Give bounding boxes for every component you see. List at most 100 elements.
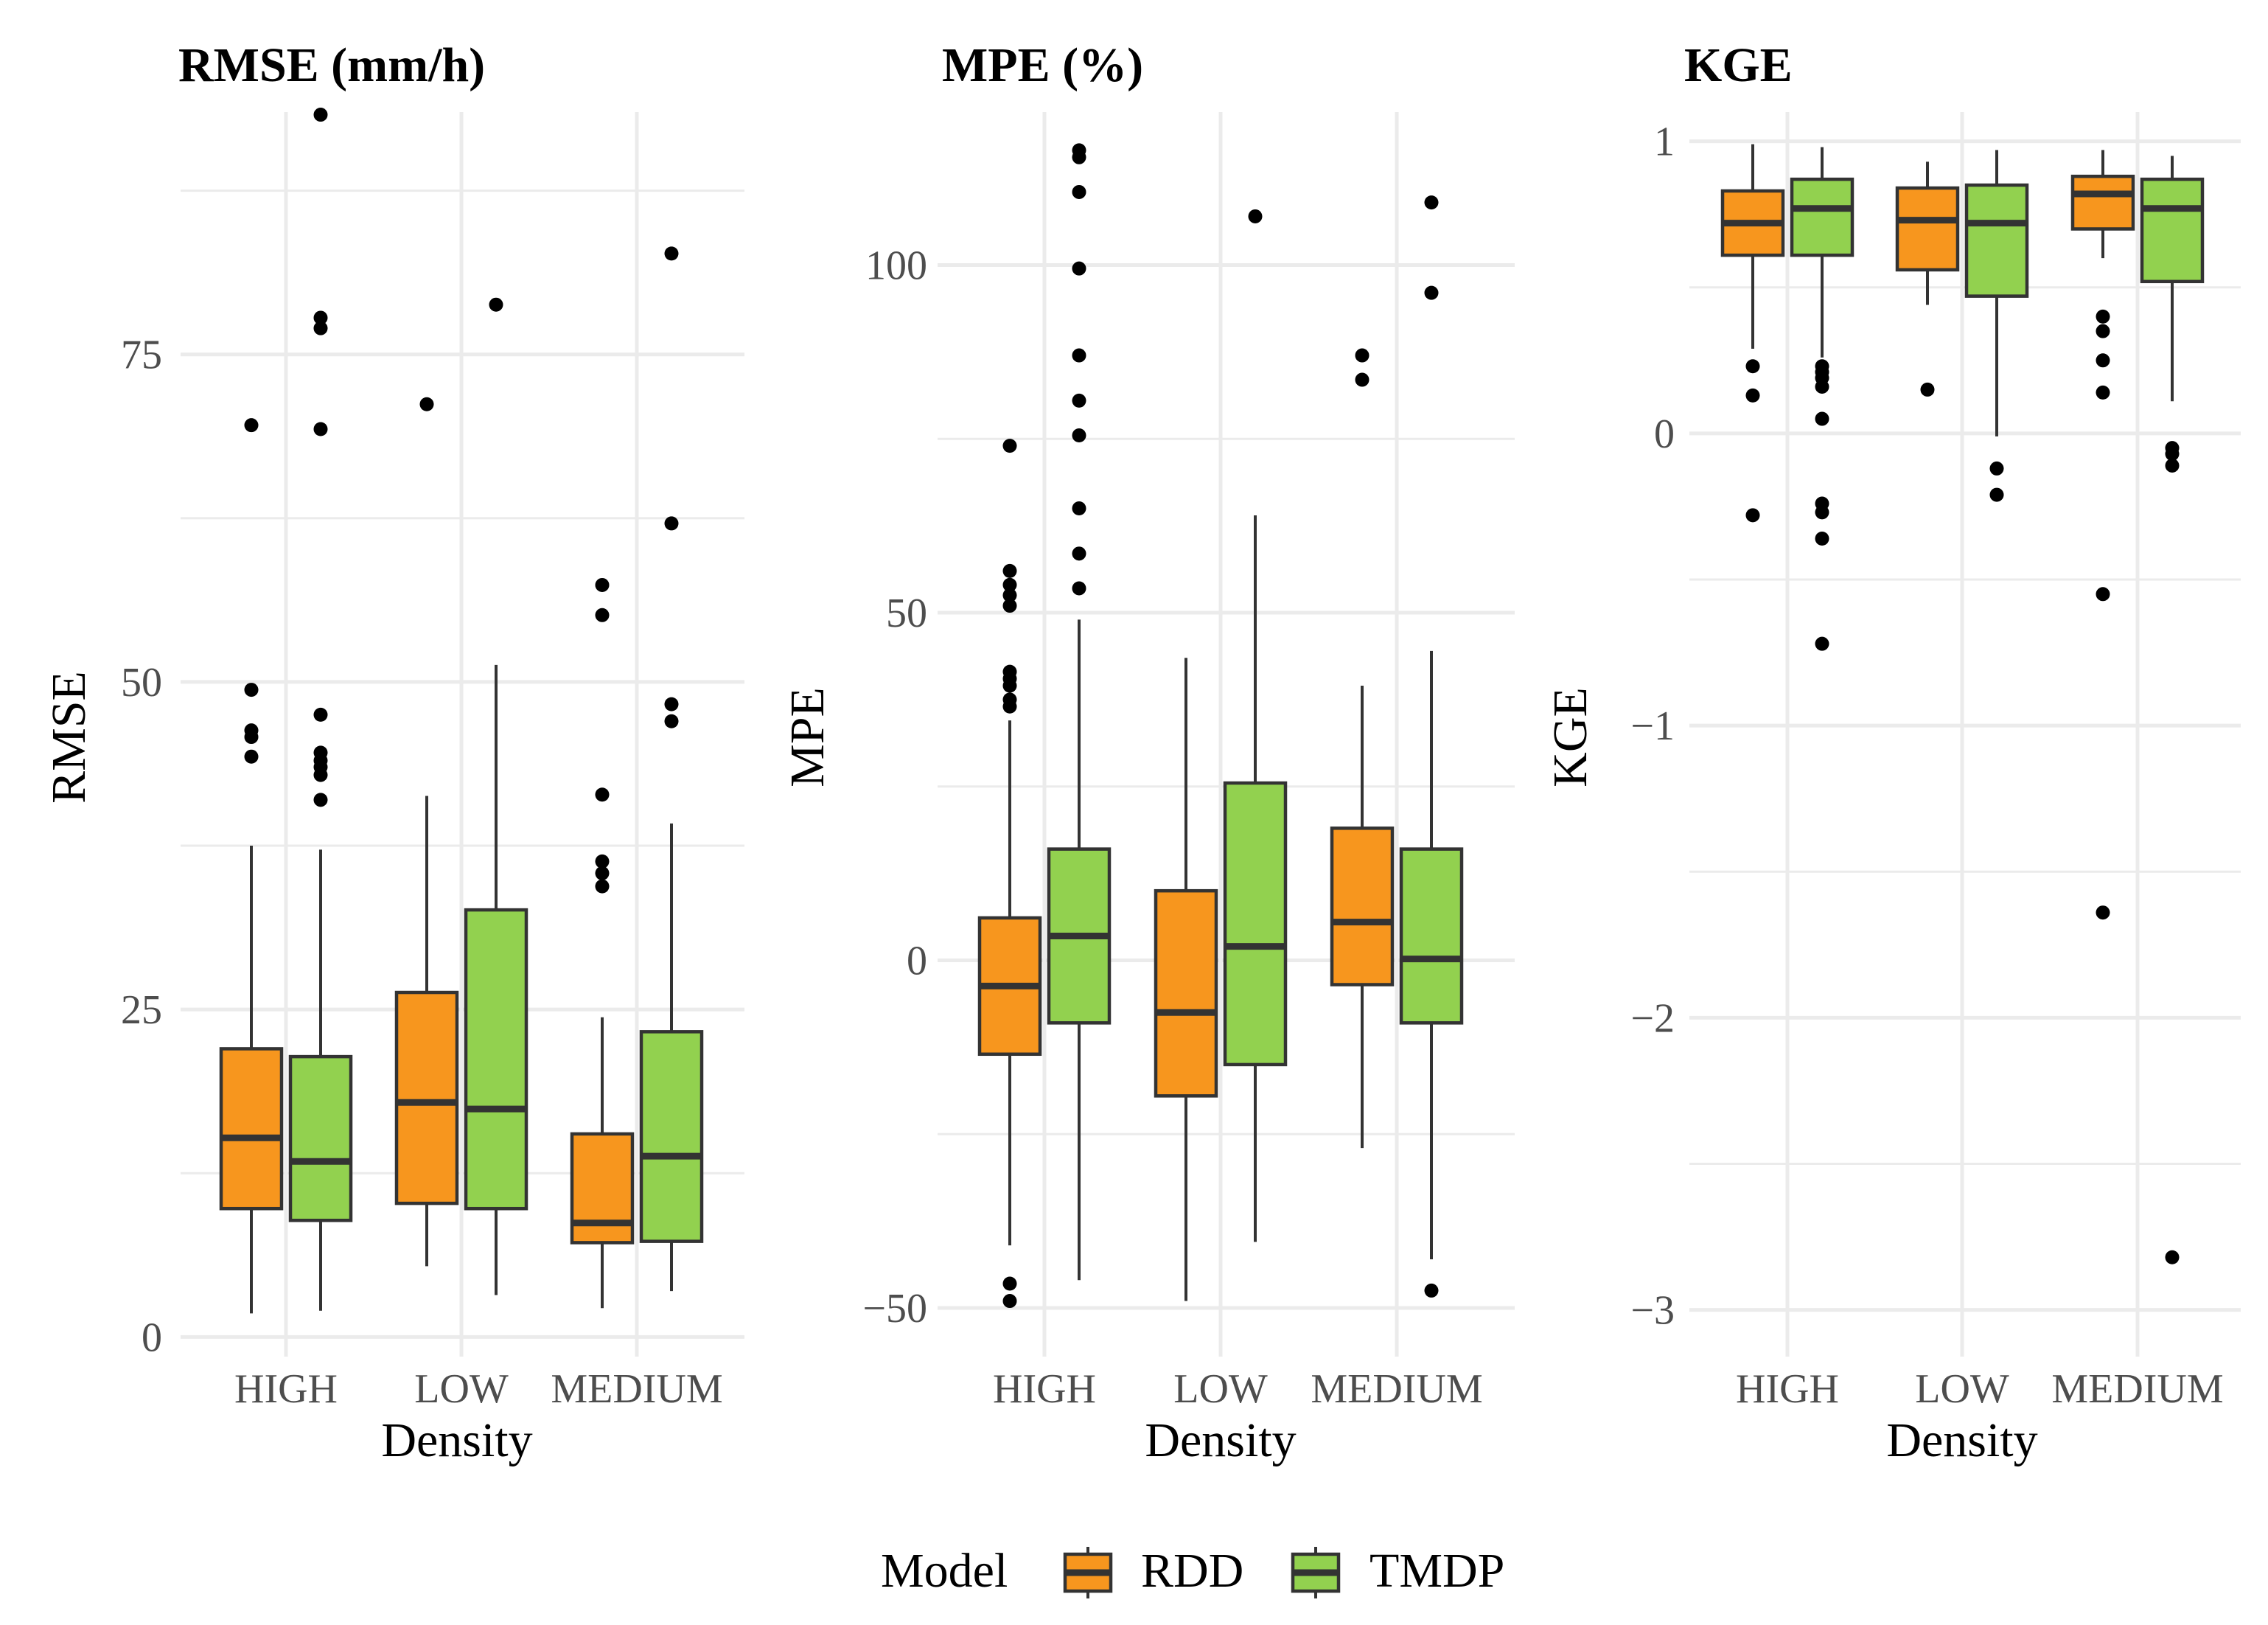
outlier-point	[1745, 388, 1760, 403]
outlier-point	[2165, 1250, 2180, 1264]
outlier-point	[1072, 393, 1086, 408]
outlier-point	[244, 723, 259, 738]
panel-title: KGE	[1684, 38, 1793, 92]
box-body	[1154, 888, 1218, 1098]
panel-title: MPE (%)	[942, 38, 1143, 92]
panel-rmse: RMSE (mm/h) RMSE Density 0 25 50 75 HIGH LOW M…	[42, 38, 744, 1467]
box-rdd-medium	[1330, 348, 1395, 1149]
legend: Model RDD TMDP	[881, 1544, 1504, 1598]
outlier-point	[1248, 209, 1263, 223]
outlier-point	[595, 577, 610, 592]
panel-mpe: MPE (%) MPE Density −50 0 50 100 HIGH LOW MEDI…	[781, 38, 1515, 1467]
box-rdd-high	[1720, 144, 1785, 523]
outlier-point	[1355, 372, 1369, 387]
outlier-point	[1815, 532, 1829, 546]
grid	[938, 112, 1515, 1357]
outlier-point	[664, 516, 679, 531]
outlier-point	[1002, 439, 1017, 453]
outlier-point	[313, 310, 328, 325]
outlier-point	[2096, 385, 2110, 400]
legend-item-rdd: RDD	[1063, 1544, 1243, 1598]
x-tick-label: HIGH	[993, 1366, 1096, 1412]
panel-kge: KGE KGE Density −3 −2 −1 0 1 HIGH LOW MEDIUM	[1543, 38, 2241, 1467]
outlier-point	[1815, 496, 1829, 511]
outlier-point	[1989, 461, 2004, 476]
box-body	[1399, 847, 1464, 1025]
box-tmdp-low	[1223, 209, 1288, 1242]
outlier-point	[2096, 324, 2110, 338]
outlier-point	[419, 397, 434, 411]
outlier-point	[2096, 353, 2110, 368]
legend-item-tmdp: TMDP	[1291, 1544, 1504, 1598]
outlier-point	[595, 787, 610, 802]
box-tmdp-high	[1047, 143, 1112, 1281]
box-body	[288, 1054, 353, 1222]
y-tick-label: 75	[121, 333, 162, 378]
outlier-point	[1002, 692, 1017, 707]
outlier-point	[313, 793, 328, 807]
y-tick-label: 25	[121, 987, 162, 1033]
y-tick-label: 1	[1654, 119, 1675, 165]
box-body	[1895, 186, 1960, 272]
outlier-point	[1920, 382, 1935, 397]
box-body	[464, 908, 528, 1211]
outlier-point	[313, 707, 328, 722]
box-tmdp-medium	[2140, 156, 2205, 1264]
box-body	[639, 1030, 704, 1243]
box-rdd-medium	[2070, 150, 2135, 920]
outlier-point	[1072, 428, 1086, 443]
outlier-point	[595, 866, 610, 880]
outlier-point	[313, 422, 328, 436]
legend-label-tmdp: TMDP	[1369, 1544, 1504, 1598]
y-tick-label: 0	[142, 1315, 162, 1360]
box-rdd-low	[1154, 658, 1218, 1301]
legend-title: Model	[881, 1544, 1008, 1598]
outlier-point	[1072, 184, 1086, 199]
y-axis-title: RMSE	[42, 671, 96, 804]
y-tick-label: −50	[862, 1286, 927, 1332]
x-tick-label: LOW	[1915, 1366, 2009, 1412]
outlier-point	[1072, 348, 1086, 363]
outlier-point	[244, 749, 259, 764]
outlier-point	[1424, 1283, 1439, 1298]
outlier-point	[595, 608, 610, 622]
outlier-point	[2165, 441, 2180, 456]
outlier-point	[1815, 359, 1829, 374]
outlier-point	[1002, 1276, 1017, 1291]
y-axis-title: KGE	[1543, 687, 1597, 787]
outlier-point	[1002, 588, 1017, 602]
outlier-point	[313, 745, 328, 760]
x-tick-label: LOW	[414, 1366, 509, 1412]
x-axis-title: Density	[1145, 1413, 1296, 1467]
y-axis-title: MPE	[781, 687, 834, 787]
box-rdd-low	[394, 397, 459, 1267]
outlier-point	[1002, 563, 1017, 578]
outlier-point	[595, 879, 610, 894]
box-rdd-medium	[570, 577, 635, 1309]
outlier-point	[1002, 599, 1017, 613]
box-rdd-high	[219, 418, 284, 1314]
x-tick-label: MEDIUM	[1311, 1366, 1482, 1412]
outlier-point	[313, 108, 328, 122]
outlier-point	[2096, 309, 2110, 324]
outlier-point	[595, 854, 610, 869]
outlier-point	[1745, 359, 1760, 374]
outlier-point	[1072, 501, 1086, 516]
outlier-point	[664, 697, 679, 711]
x-tick-label: LOW	[1173, 1366, 1268, 1412]
y-tick-label: 0	[907, 938, 927, 984]
y-tick-label: −2	[1630, 995, 1675, 1041]
outlier-point	[1815, 636, 1829, 651]
panel-title: RMSE (mm/h)	[178, 38, 485, 92]
x-tick-label: HIGH	[234, 1366, 338, 1412]
box-tmdp-medium	[639, 246, 704, 1292]
outlier-point	[1072, 143, 1086, 158]
box-body	[1330, 827, 1395, 987]
x-tick-label: HIGH	[1736, 1366, 1839, 1412]
outlier-point	[1989, 487, 2004, 502]
outlier-point	[489, 297, 503, 312]
outlier-point	[2096, 587, 2110, 602]
outlier-point	[313, 321, 328, 335]
box-body	[1223, 781, 1288, 1067]
